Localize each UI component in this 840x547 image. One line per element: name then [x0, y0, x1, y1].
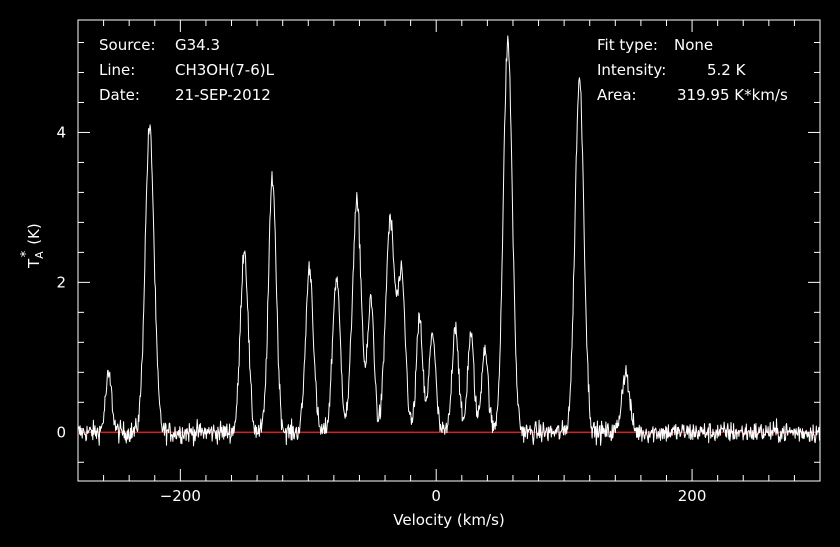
- date-value: 21-SEP-2012: [175, 86, 271, 104]
- line-label: Line:: [99, 61, 136, 79]
- y-tick-label: 2: [56, 273, 66, 291]
- x-tick-label: 0: [431, 487, 441, 505]
- area-value: 319.95 K*km/s: [677, 86, 788, 104]
- source-label: Source:: [99, 36, 156, 54]
- line-value: CH3OH(7-6)L: [175, 61, 274, 79]
- y-tick-label: 4: [56, 123, 66, 141]
- y-tick-label: 0: [56, 423, 66, 441]
- area-label: Area:: [597, 86, 637, 104]
- date-label: Date:: [99, 86, 140, 104]
- y-axis-label: TA*(K): [19, 223, 46, 269]
- x-axis-label: Velocity (km/s): [393, 511, 504, 529]
- intensity-label: Intensity:: [597, 61, 667, 79]
- x-tick-label: 200: [678, 487, 707, 505]
- plot-frame: [77, 19, 821, 482]
- source-value: G34.3: [175, 36, 221, 54]
- intensity-value: 5.2 K: [707, 61, 746, 79]
- svg-text:TA*(K): TA*(K): [19, 223, 46, 269]
- fit-type-value: None: [674, 36, 714, 54]
- spectrum-series-line: [77, 35, 821, 447]
- fit-type-label: Fit type:: [597, 36, 658, 54]
- x-tick-label: −200: [160, 487, 201, 505]
